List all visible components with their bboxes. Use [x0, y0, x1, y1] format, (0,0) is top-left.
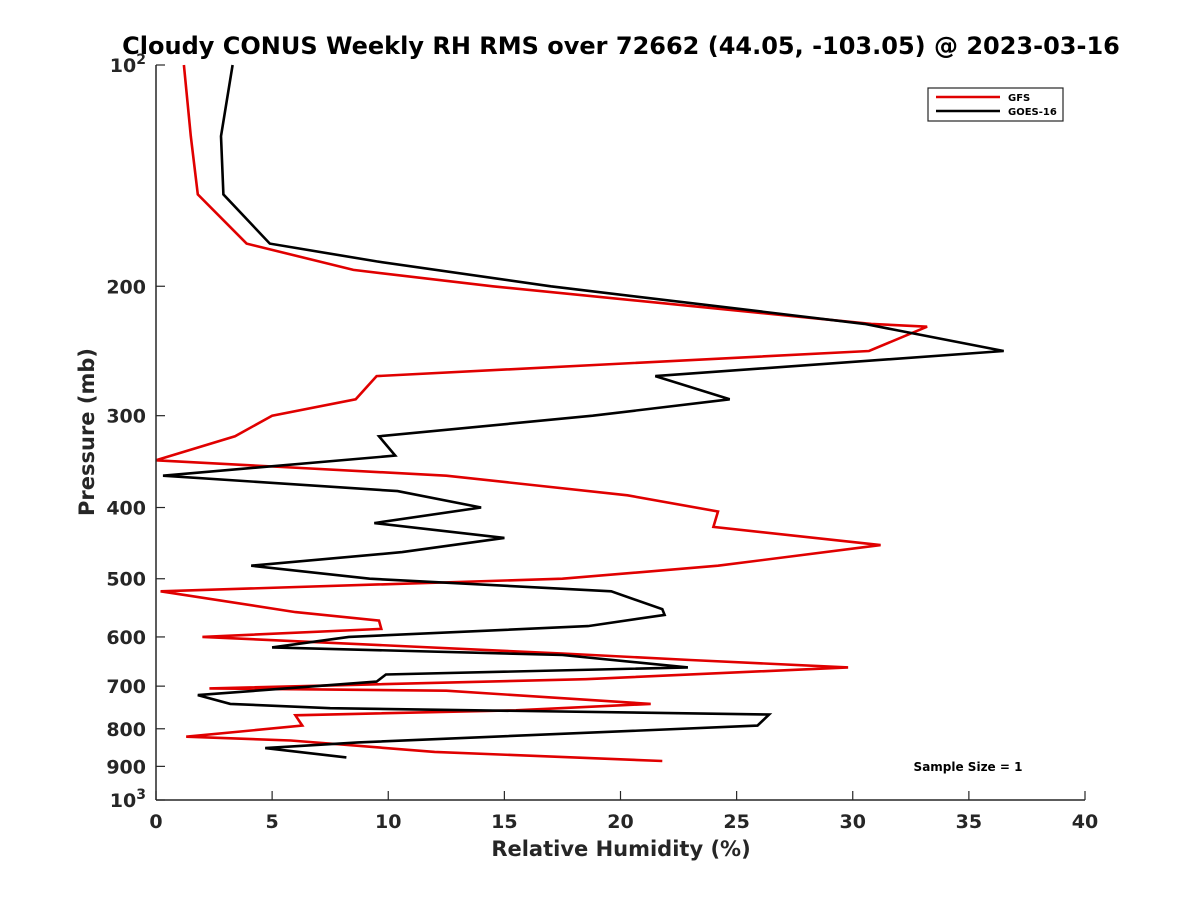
y-tick-label: 400 — [106, 498, 146, 520]
y-tick-label: 600 — [106, 627, 146, 649]
y-tick-label: 900 — [106, 756, 146, 778]
x-tick-label: 0 — [149, 811, 162, 833]
y-tick-label-bottom: 103 — [110, 787, 146, 812]
y-tick-label: 200 — [106, 276, 146, 298]
y-tick-label: 300 — [106, 406, 146, 428]
tick-labels: 0 5 10 15 20 25 30 35 40 200 300 400 500 600 700 800 900… — [106, 52, 1098, 833]
legend: GFS GOES-16 — [927, 87, 1064, 122]
x-tick-label: 20 — [607, 811, 633, 833]
y-axis-label: Pressure (mb) — [75, 348, 99, 516]
x-tick-label: 35 — [956, 811, 982, 833]
plot-area — [155, 64, 1004, 763]
legend-entry: GFS — [1008, 93, 1030, 104]
x-tick-label: 40 — [1072, 811, 1098, 833]
series-line-gfs — [155, 64, 928, 763]
x-tick-label: 10 — [375, 811, 401, 833]
legend-box — [927, 87, 1064, 122]
y-tick-label-top: 102 — [110, 52, 146, 77]
x-tick-label: 5 — [266, 811, 279, 833]
y-tick-label: 800 — [106, 719, 146, 741]
chart-title: Cloudy CONUS Weekly RH RMS over 72662 (4… — [122, 32, 1120, 60]
x-tick-label: 30 — [840, 811, 866, 833]
series-line-goes-16 — [162, 64, 1004, 759]
legend-entry: GOES-16 — [1008, 107, 1057, 118]
y-tick-label: 500 — [106, 569, 146, 591]
sample-size-annotation: Sample Size = 1 — [914, 760, 1023, 774]
x-tick-label: 25 — [723, 811, 749, 833]
y-tick-label: 700 — [106, 676, 146, 698]
x-axis-label: Relative Humidity (%) — [491, 837, 750, 861]
x-tick-label: 15 — [491, 811, 517, 833]
axes — [155, 64, 1086, 801]
